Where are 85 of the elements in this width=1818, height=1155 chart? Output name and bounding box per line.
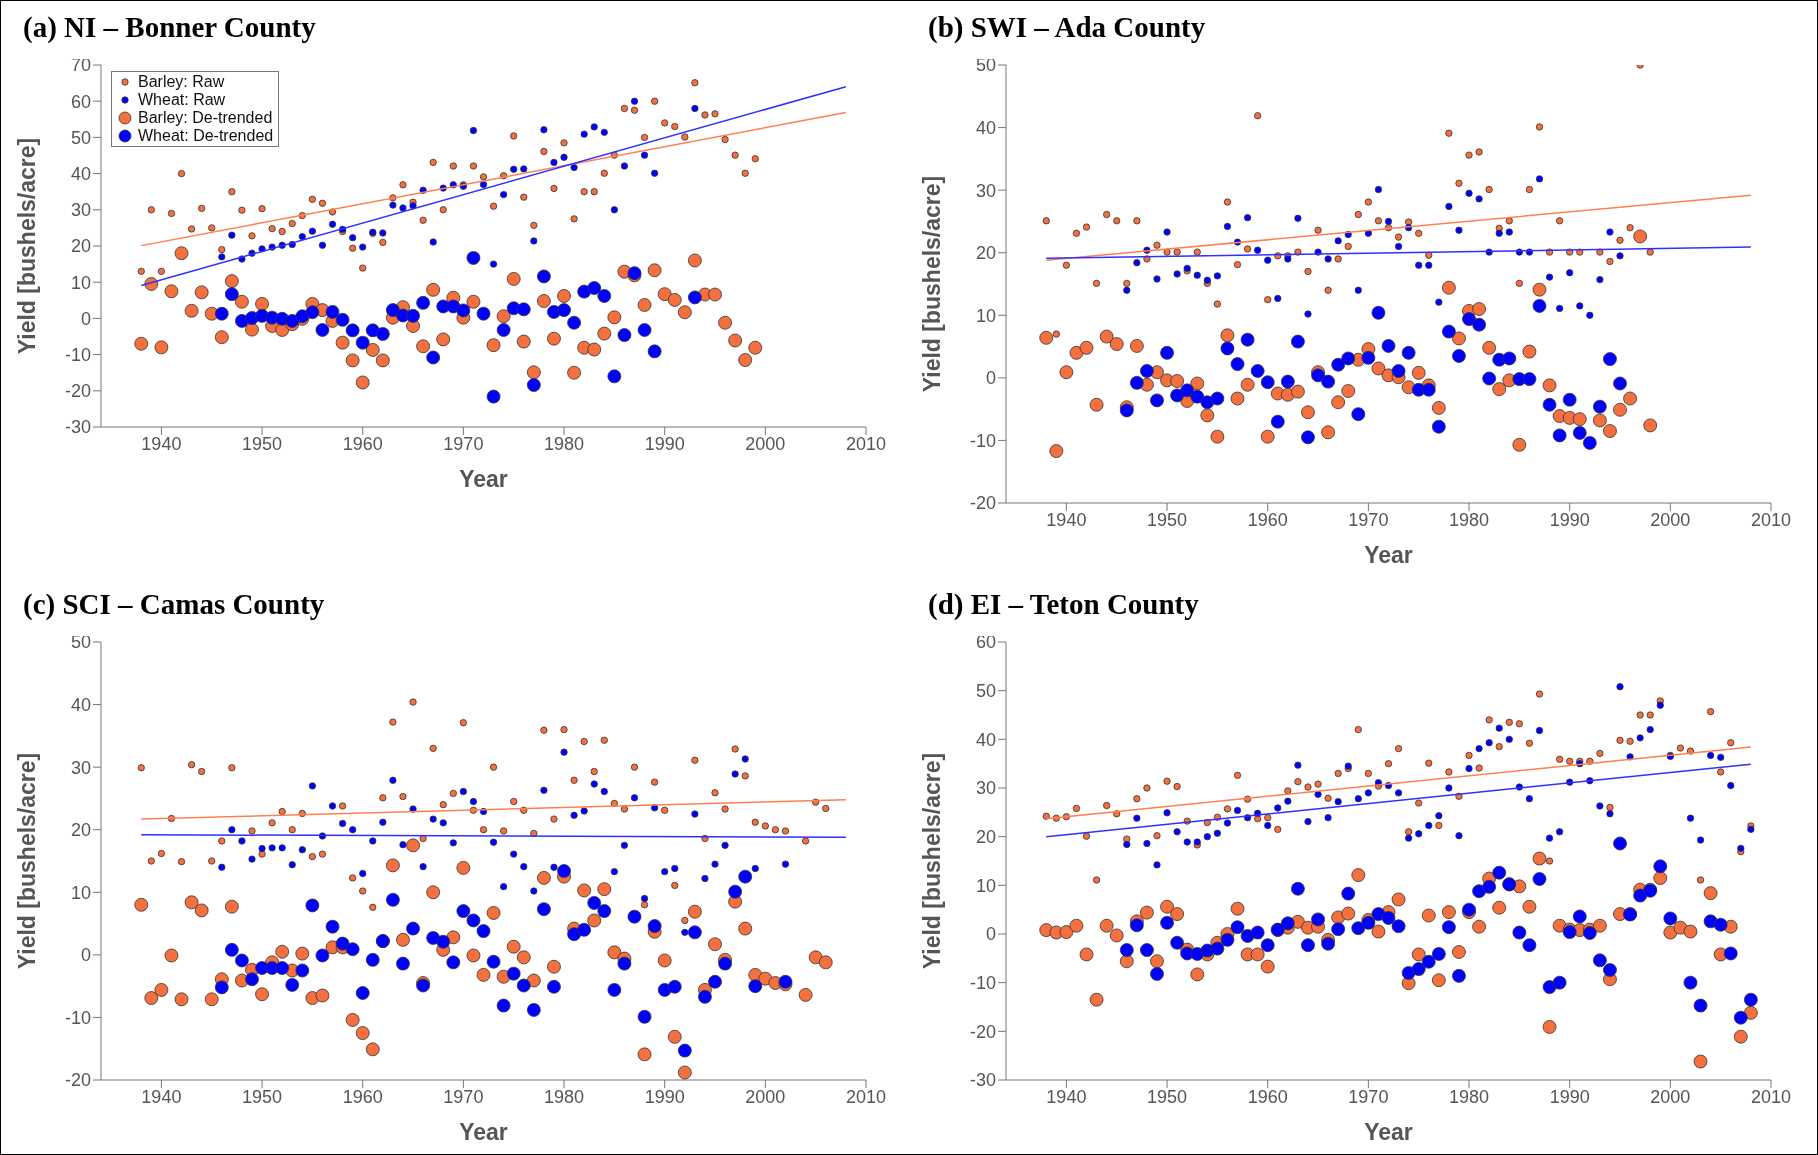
y-tick-label: -20 xyxy=(969,493,996,514)
x-tick-label: 1990 xyxy=(1549,1086,1590,1107)
x-tick-label: 1940 xyxy=(1046,1086,1087,1107)
y-tick-label: -10 xyxy=(969,430,996,451)
chart-title: (b) SWI – Ada County xyxy=(928,11,1206,44)
y-tick-label: 50 xyxy=(975,55,996,76)
x-tick-label: 1970 xyxy=(1348,509,1389,530)
y-tick-label: 0 xyxy=(80,945,91,966)
x-tick-label: 1950 xyxy=(242,433,283,454)
chart-title: (a) NI – Bonner County xyxy=(23,11,316,44)
x-tick-label: 1990 xyxy=(1549,509,1590,530)
y-tick-label: 30 xyxy=(70,200,91,221)
x-tick-label: 1970 xyxy=(1348,1086,1389,1107)
x-tick-label: 1960 xyxy=(342,1086,383,1107)
y-tick-label: 10 xyxy=(70,272,91,293)
y-axis-title: Yield [bushels/acre] xyxy=(919,752,946,970)
y-tick-label: 30 xyxy=(975,778,996,799)
x-tick-label: 1970 xyxy=(443,433,484,454)
x-tick-label: 1950 xyxy=(1147,1086,1188,1107)
x-tick-label: 1970 xyxy=(443,1086,484,1107)
y-tick-label: -20 xyxy=(969,1021,996,1042)
y-tick-label: 60 xyxy=(70,91,91,112)
x-tick-label: 1980 xyxy=(1449,509,1490,530)
x-axis-title: Year xyxy=(1364,542,1413,568)
x-axis-title: Year xyxy=(459,1119,508,1145)
y-tick-label: -10 xyxy=(64,1007,91,1028)
x-tick-label: 1940 xyxy=(141,1086,182,1107)
x-tick-label: 1980 xyxy=(544,433,585,454)
y-tick-label: 40 xyxy=(70,694,91,715)
y-tick-label: -20 xyxy=(64,1070,91,1091)
x-tick-label: 1960 xyxy=(1247,1086,1288,1107)
chart-title: (d) EI – Teton County xyxy=(928,588,1199,621)
y-tick-label: -20 xyxy=(64,381,91,402)
y-axis-title: Yield [bushels/acre] xyxy=(919,175,946,393)
x-tick-label: 2010 xyxy=(1750,509,1792,530)
x-tick-label: 1950 xyxy=(242,1086,283,1107)
y-tick-label: 0 xyxy=(985,368,996,389)
y-tick-label: -30 xyxy=(64,417,91,438)
y-tick-label: 20 xyxy=(70,236,91,257)
x-tick-label: 2010 xyxy=(845,1086,887,1107)
x-tick-label: 1950 xyxy=(1147,509,1188,530)
y-tick-label: 50 xyxy=(975,681,996,702)
x-tick-label: 1960 xyxy=(1247,509,1288,530)
legend-label: Barley: De-trended xyxy=(138,109,273,127)
legend-label: Wheat: De-trended xyxy=(138,127,274,145)
y-tick-label: 20 xyxy=(975,243,996,264)
y-axis-title: Yield [bushels/acre] xyxy=(14,137,41,355)
y-tick-label: 10 xyxy=(975,875,996,896)
x-tick-label: 2000 xyxy=(1650,1086,1691,1107)
x-axis-title: Year xyxy=(1364,1119,1413,1145)
x-tick-label: 1980 xyxy=(544,1086,585,1107)
y-tick-label: 20 xyxy=(70,820,91,841)
y-axis-title: Yield [bushels/acre] xyxy=(14,752,41,970)
y-tick-label: 60 xyxy=(975,632,996,653)
x-tick-label: 2010 xyxy=(845,433,887,454)
y-tick-label: 50 xyxy=(70,632,91,653)
y-tick-label: -30 xyxy=(969,1070,996,1091)
legend-label: Barley: Raw xyxy=(138,73,225,91)
y-tick-label: 50 xyxy=(70,127,91,148)
y-tick-label: -10 xyxy=(64,344,91,365)
y-tick-label: 70 xyxy=(70,55,91,76)
y-tick-label: 40 xyxy=(70,163,91,184)
y-tick-label: 30 xyxy=(975,180,996,201)
x-tick-label: 1940 xyxy=(141,433,182,454)
x-tick-label: 2000 xyxy=(745,433,786,454)
legend-label: Wheat: Raw xyxy=(138,91,226,109)
y-tick-label: 0 xyxy=(985,924,996,945)
x-tick-label: 2010 xyxy=(1750,1086,1792,1107)
y-tick-label: 40 xyxy=(975,117,996,138)
y-tick-label: 10 xyxy=(975,305,996,326)
y-tick-label: 10 xyxy=(70,882,91,903)
x-tick-label: 2000 xyxy=(1650,509,1691,530)
y-tick-label: 0 xyxy=(80,308,91,329)
y-tick-label: 20 xyxy=(975,827,996,848)
x-tick-label: 1980 xyxy=(1449,1086,1490,1107)
x-tick-label: 1960 xyxy=(342,433,383,454)
x-tick-label: 1990 xyxy=(644,433,685,454)
y-tick-label: 30 xyxy=(70,757,91,778)
y-tick-label: 40 xyxy=(975,729,996,750)
x-axis-title: Year xyxy=(459,466,508,492)
chart-title: (c) SCI – Camas County xyxy=(23,588,325,621)
x-tick-label: 1940 xyxy=(1046,509,1087,530)
x-tick-label: 1990 xyxy=(644,1086,685,1107)
x-tick-label: 2000 xyxy=(745,1086,786,1107)
y-tick-label: -10 xyxy=(969,973,996,994)
